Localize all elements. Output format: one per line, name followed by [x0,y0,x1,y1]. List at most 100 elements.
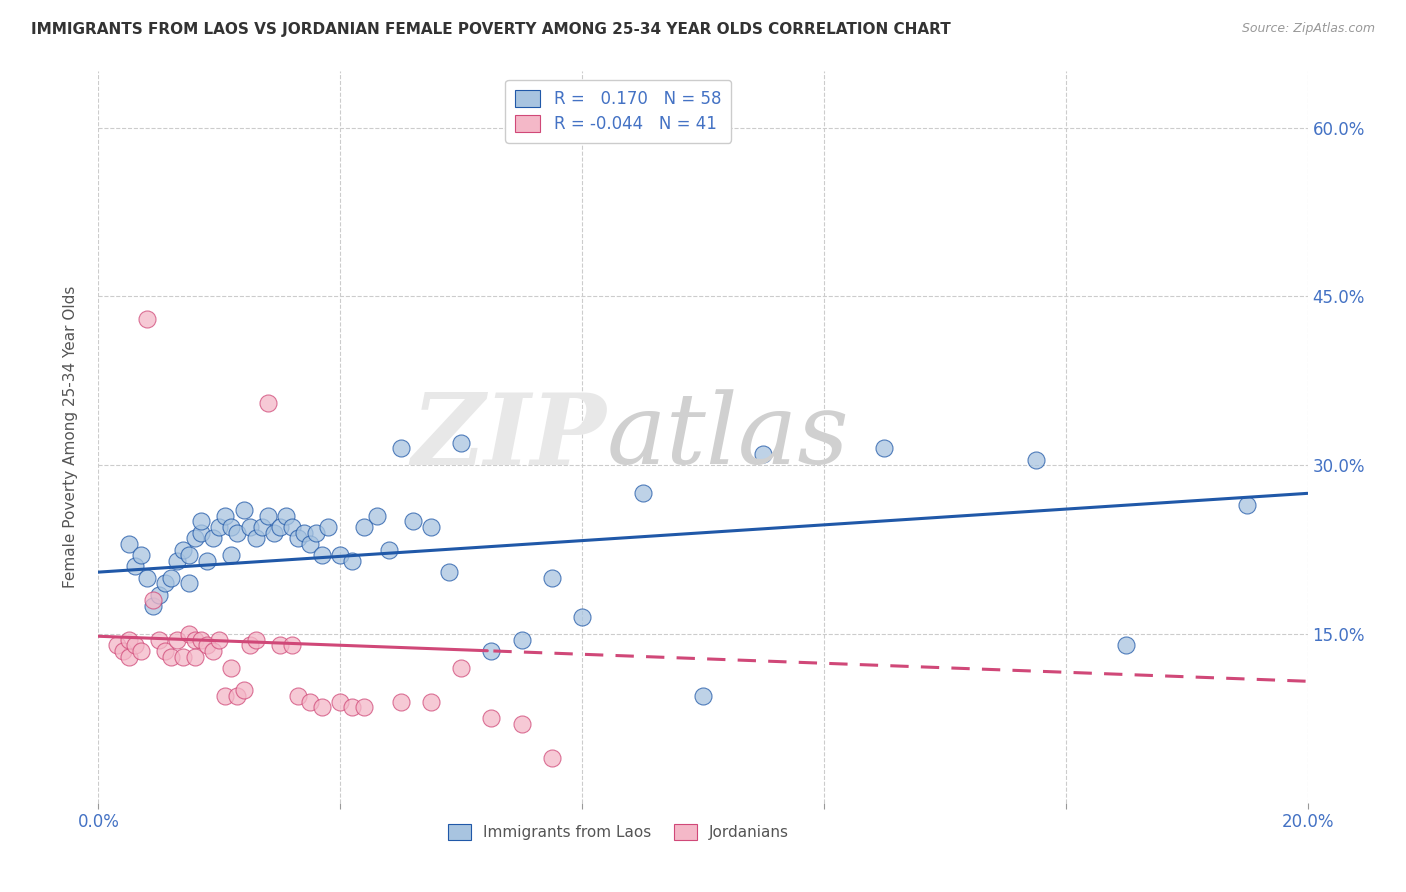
Point [329,548,352,562]
Point [389,442,412,456]
Point [111,644,134,658]
Point [179,627,201,641]
Point [389,694,412,708]
Point [160,649,183,664]
Point [540,751,562,765]
Point [208,632,231,647]
Point [232,503,254,517]
Point [129,548,152,562]
Point [118,632,141,647]
Point [179,548,201,562]
Point [184,532,207,546]
Point [221,520,243,534]
Point [287,689,309,703]
Point [172,542,194,557]
Point [118,649,141,664]
Point [329,694,352,708]
Point [692,689,714,703]
Point [148,588,170,602]
Point [1024,452,1046,467]
Point [124,559,146,574]
Legend: Immigrants from Laos, Jordanians: Immigrants from Laos, Jordanians [441,818,796,847]
Point [353,700,375,714]
Y-axis label: Female Poverty Among 25-34 Year Olds: Female Poverty Among 25-34 Year Olds [63,286,77,588]
Point [311,700,333,714]
Point [510,632,533,647]
Point [172,649,194,664]
Point [256,396,278,410]
Point [135,571,157,585]
Point [316,520,339,534]
Point [221,548,243,562]
Point [342,554,364,568]
Point [1236,498,1258,512]
Point [366,508,388,523]
Point [153,644,176,658]
Point [232,683,254,698]
Point [202,644,225,658]
Point [353,520,375,534]
Point [1115,638,1137,652]
Point [190,525,212,540]
Point [437,565,460,579]
Point [166,554,188,568]
Point [142,593,165,607]
Point [752,447,775,461]
Text: IMMIGRANTS FROM LAOS VS JORDANIAN FEMALE POVERTY AMONG 25-34 YEAR OLDS CORRELATI: IMMIGRANTS FROM LAOS VS JORDANIAN FEMALE… [31,22,950,37]
Point [160,571,183,585]
Point [510,717,533,731]
Point [245,632,267,647]
Point [226,689,249,703]
Point [221,661,243,675]
Point [540,571,562,585]
Point [481,711,503,725]
Text: Source: ZipAtlas.com: Source: ZipAtlas.com [1241,22,1375,36]
Point [269,520,291,534]
Point [184,649,207,664]
Point [305,525,328,540]
Point [311,548,333,562]
Point [239,638,262,652]
Point [226,525,249,540]
Point [256,508,278,523]
Point [202,532,225,546]
Point [214,508,236,523]
Point [299,537,322,551]
Point [214,689,236,703]
Point [450,661,472,675]
Point [873,442,896,456]
Point [281,638,304,652]
Point [450,435,472,450]
Point [124,638,146,652]
Point [190,632,212,647]
Point [287,532,309,546]
Point [142,599,165,613]
Point [402,515,425,529]
Point [631,486,654,500]
Point [299,694,322,708]
Point [184,632,207,647]
Point [250,520,273,534]
Text: atlas: atlas [606,390,849,484]
Point [571,610,593,624]
Point [269,638,291,652]
Point [377,542,399,557]
Point [420,520,443,534]
Point [281,520,304,534]
Point [342,700,364,714]
Point [274,508,297,523]
Point [166,632,188,647]
Point [263,525,285,540]
Point [105,638,128,652]
Point [135,312,157,326]
Point [420,694,443,708]
Point [153,576,176,591]
Point [292,525,315,540]
Point [129,644,152,658]
Point [179,576,201,591]
Point [208,520,231,534]
Point [195,554,218,568]
Point [190,515,212,529]
Text: ZIP: ZIP [412,389,606,485]
Point [239,520,262,534]
